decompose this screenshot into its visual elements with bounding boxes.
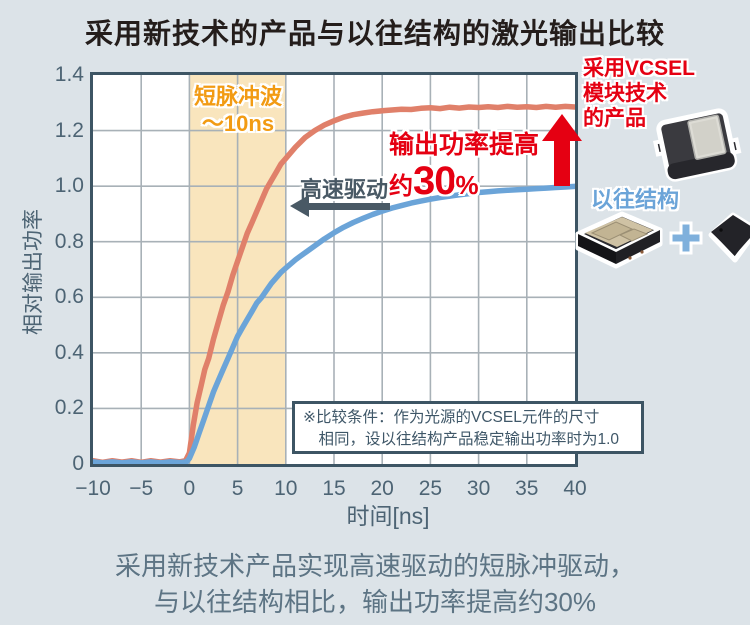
x-tick-label: 5: [231, 477, 244, 500]
x-tick-label: 35: [515, 477, 539, 500]
y-tick-label: 0.2: [54, 396, 84, 420]
high-speed-drive-label: 高速驱动: [300, 177, 389, 202]
x-axis-title: 时间[ns]: [346, 503, 430, 529]
x-tick-label: −10: [75, 477, 111, 500]
power-gain-line1: 输出功率提高: [389, 131, 540, 159]
y-tick-label: 1.2: [54, 118, 84, 142]
caption-line1: 采用新技术产品实现高速驱动的短脉冲驱动，: [114, 551, 635, 581]
left-arrow-shaft: [306, 203, 390, 210]
power-gain-label: 输出功率提高 约 30 %: [389, 131, 540, 202]
new-product-label: 采用VCSEL 模块技术 的产品: [583, 56, 695, 131]
x-tick-label: 25: [418, 477, 443, 500]
power-gain-suffix: %: [455, 170, 479, 200]
old-structure-images: [572, 206, 750, 270]
x-tick-label: 15: [322, 477, 346, 500]
band-label-line2: ～10ns: [201, 111, 275, 136]
band-label-line1: 短脉冲波: [193, 84, 283, 109]
curves-svg: [93, 75, 575, 464]
caption-line2: 与以往结构相比，输出功率提高约30%: [153, 587, 597, 617]
y-tick-label: 0.8: [54, 229, 84, 253]
y-tick-label: 1.0: [54, 174, 84, 198]
old-chip-image: [708, 212, 750, 263]
x-tick-label: 30: [466, 477, 491, 500]
y-axis-title: 相对输出功率: [22, 209, 45, 335]
x-tick-label: 20: [370, 477, 394, 500]
x-tick-label: 10: [274, 477, 298, 500]
new-product-label-line1: 采用VCSEL: [583, 57, 696, 80]
left-arrow-icon: [290, 195, 309, 217]
vcsel-module-image: [653, 108, 742, 182]
up-arrow-icon: [542, 114, 582, 141]
new-product-label-line2: 模块技术: [583, 82, 667, 105]
y-tick-label: 0.4: [54, 340, 84, 364]
new-product-label-line3: 的产品: [583, 107, 646, 130]
old-structure-label: 以往结构: [591, 187, 680, 212]
y-tick-label: 1.4: [54, 63, 84, 86]
x-tick-label: −5: [129, 477, 154, 500]
short-pulse-band-label: 短脉冲波 ～10ns: [194, 83, 282, 137]
y-tick-label: 0.6: [54, 285, 84, 309]
up-arrow-shaft: [554, 139, 570, 186]
plus-icon: [669, 221, 703, 255]
note-line2: 相同，设以往结构产品稳定输出功率时为1.0: [318, 430, 620, 448]
power-gain-value: 30: [413, 159, 456, 203]
old-package-image: [575, 211, 663, 269]
power-gain-prefix: 约: [389, 173, 413, 200]
y-tick-label: 0: [72, 452, 84, 475]
comparison-note-box: ※比较条件：作为光源的VCSEL元件的尺寸 相同，设以往结构产品稳定输出功率时为…: [292, 401, 644, 454]
power-gain-line2: 约 30 %: [389, 161, 539, 201]
x-tick-label: 40: [563, 477, 587, 500]
plot-area: 短脉冲波 ～10ns 高速驱动 输出功率提高 约 30 %: [90, 72, 582, 467]
page-title: 采用新技术的产品与以往结构的激光输出比较: [84, 18, 665, 49]
note-line1: ※比较条件：作为光源的VCSEL元件的尺寸: [303, 409, 600, 426]
x-tick-label: 0: [183, 477, 196, 500]
